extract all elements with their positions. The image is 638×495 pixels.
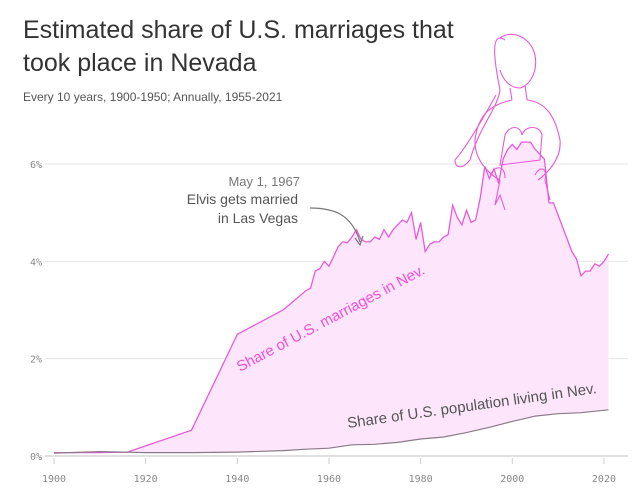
annotation-line-1: Elvis gets married: [187, 191, 298, 207]
x-tick-label: 1960: [317, 474, 341, 485]
y-tick-label: 2%: [30, 355, 42, 366]
marriage-line: [54, 141, 610, 454]
x-tick-label: 1900: [42, 474, 66, 485]
annotation-arrowhead: [354, 235, 364, 247]
chart-subtitle: Every 10 years, 1900-1950; Annually, 195…: [23, 90, 283, 104]
annotation-arrow: [309, 207, 361, 243]
annotation-date: May 1, 1967: [228, 174, 300, 189]
population-line: [53, 409, 609, 454]
x-tick-label: 1940: [225, 474, 249, 485]
x-tick-label: 1980: [409, 474, 433, 485]
bride-illustration: [454, 33, 561, 211]
y-tick-label: 6%: [30, 160, 42, 171]
y-tick-label: 4%: [30, 257, 42, 268]
annotation-line-2: in Las Vegas: [218, 210, 298, 226]
x-tick-label: 2000: [500, 474, 524, 485]
x-tick-label: 2020: [592, 474, 616, 485]
y-tick-label: 0%: [30, 452, 42, 463]
chart-title: Estimated share of U.S. marriages that t…: [23, 16, 454, 77]
x-tick-label: 1920: [134, 474, 158, 485]
